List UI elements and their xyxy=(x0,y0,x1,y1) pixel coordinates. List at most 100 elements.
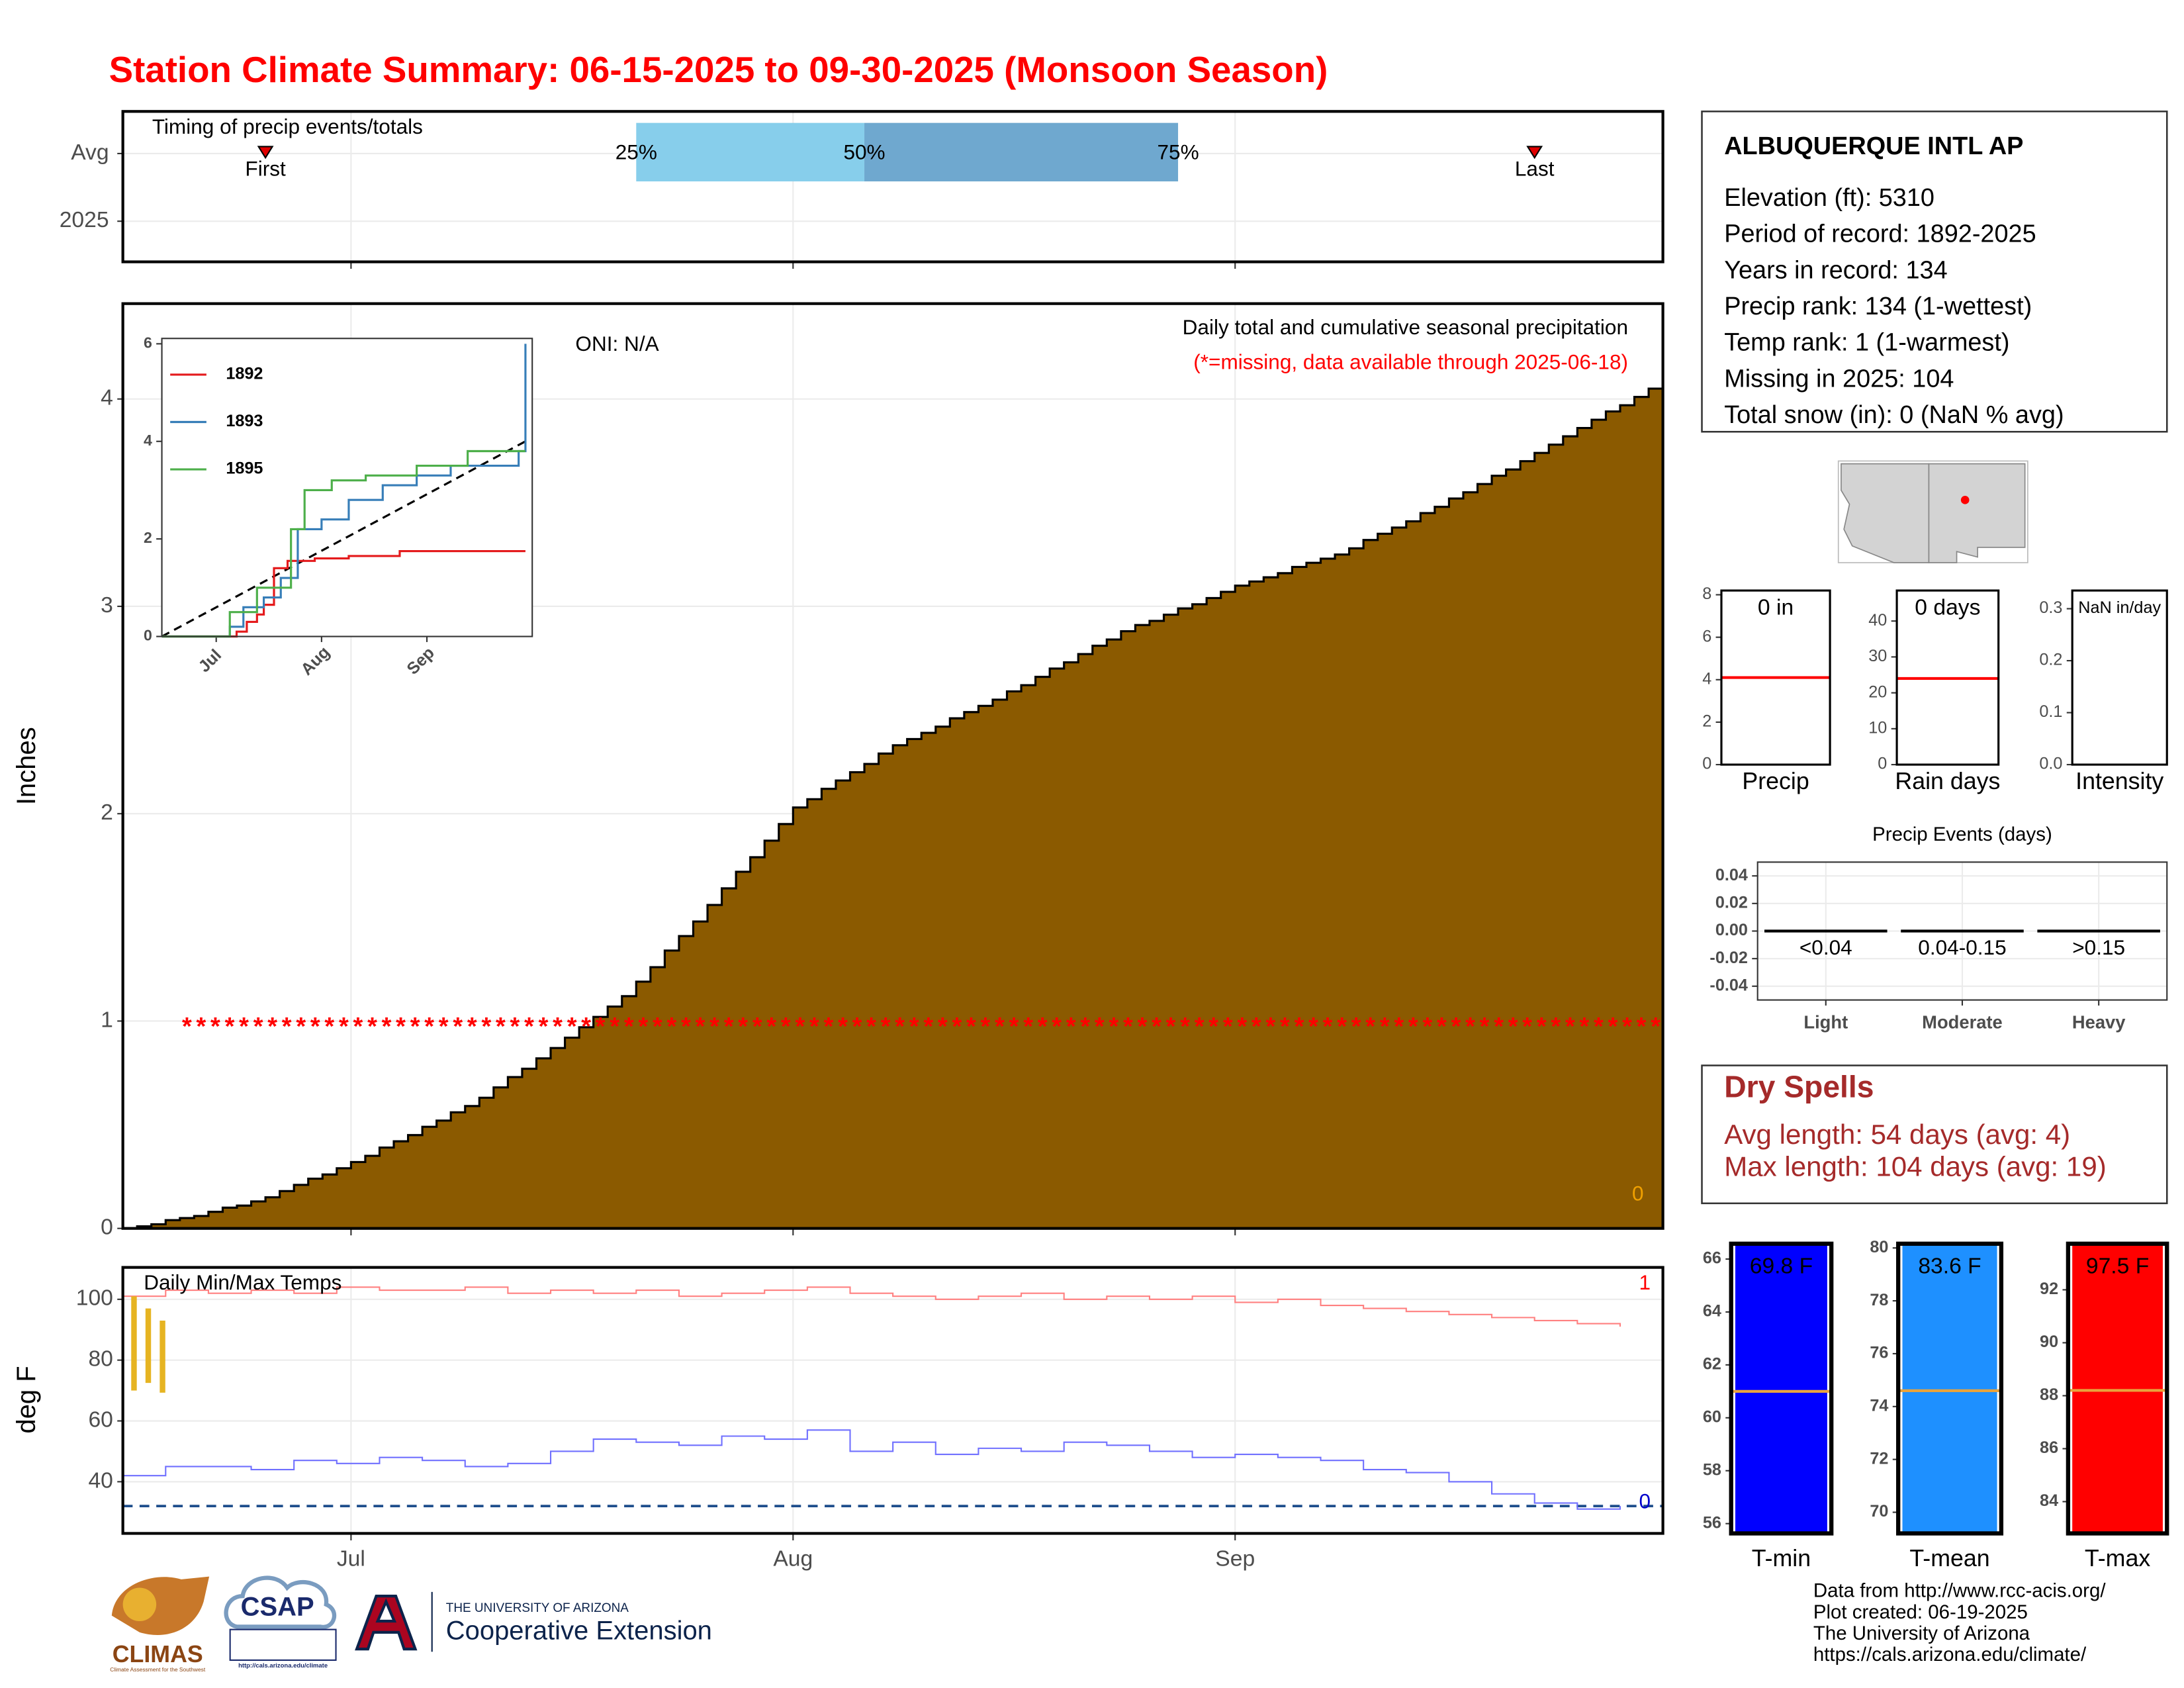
x-tick-label: Light xyxy=(1803,1012,1848,1033)
missing-marker: * xyxy=(1651,1013,1661,1041)
missing-marker: * xyxy=(310,1013,320,1041)
series-line xyxy=(161,449,525,638)
missing-marker: * xyxy=(1365,1013,1375,1041)
climas-text: CLIMAS xyxy=(113,1641,203,1667)
event-marker xyxy=(257,146,274,160)
y-tick-label: 30 xyxy=(1868,647,1887,665)
missing-note: (*=missing, data available through 2025-… xyxy=(1193,350,1628,373)
missing-marker: * xyxy=(895,1013,905,1041)
missing-marker: * xyxy=(410,1013,420,1041)
ua-unit: Cooperative Extension xyxy=(446,1616,712,1645)
station-line: Period of record: 1892-2025 xyxy=(1724,220,2036,248)
y-tick-label: 0.0 xyxy=(2039,755,2062,773)
panel-title: Timing of precip events/totals xyxy=(152,115,423,138)
missing-marker: * xyxy=(1437,1013,1447,1041)
missing-marker: * xyxy=(1180,1013,1190,1041)
min-temp-line xyxy=(122,1429,1621,1510)
missing-marker: * xyxy=(1394,1013,1404,1041)
y-tick-label: 2025 xyxy=(60,208,109,232)
y-tick-label: 80 xyxy=(88,1347,113,1372)
y-axis-label: deg F xyxy=(12,1366,41,1433)
missing-marker: * xyxy=(709,1013,719,1041)
missing-marker: * xyxy=(1351,1013,1361,1041)
missing-marker: * xyxy=(766,1013,776,1041)
category-label: <0.04 xyxy=(1799,935,1852,959)
missing-marker: * xyxy=(838,1013,848,1041)
event-label: First xyxy=(245,157,286,181)
map-station-dot xyxy=(1960,496,1970,504)
y-tick-label: 4 xyxy=(1702,669,1711,688)
y-tick-label: 1 xyxy=(101,1008,113,1032)
y-tick-label: 0 xyxy=(1878,755,1887,773)
y-tick-label: 0.1 xyxy=(2039,702,2062,721)
missing-marker: * xyxy=(1408,1013,1418,1041)
missing-marker: * xyxy=(339,1013,349,1041)
station-line: Total snow (in): 0 (NaN % avg) xyxy=(1724,401,2064,429)
missing-marker: * xyxy=(296,1013,306,1041)
page-title: Station Climate Summary: 06-15-2025 to 0… xyxy=(109,49,1328,90)
value-label: 83.6 F xyxy=(1918,1254,1981,1278)
cumulative-area xyxy=(122,387,1664,1230)
panel-border xyxy=(1756,861,2168,1001)
y-tick-label: 74 xyxy=(1870,1396,1888,1415)
footer-line: https://cals.arizona.edu/climate/ xyxy=(1813,1644,2087,1665)
y-tick-label: 0.2 xyxy=(2039,651,2062,669)
x-tick-label: Aug xyxy=(773,1546,813,1571)
missing-marker: * xyxy=(1023,1013,1033,1041)
station-line: Missing in 2025: 104 xyxy=(1724,365,1954,393)
panel-title: Daily Min/Max Temps xyxy=(144,1270,341,1294)
csap-text: CSAP xyxy=(241,1593,314,1622)
legend-label: 1892 xyxy=(226,365,263,383)
panel-label: T-max xyxy=(2085,1545,2150,1571)
y-tick-label: 4 xyxy=(144,432,152,449)
y-tick-label: -0.04 xyxy=(1709,976,1748,994)
inset-frame xyxy=(161,338,533,637)
missing-marker: * xyxy=(596,1013,606,1041)
missing-marker: * xyxy=(1522,1013,1532,1041)
y-tick-label: 6 xyxy=(1702,627,1711,645)
missing-marker: * xyxy=(453,1013,463,1041)
missing-marker: * xyxy=(1080,1013,1090,1041)
max-count: 1 xyxy=(1639,1270,1651,1294)
y-tick-label: 3 xyxy=(101,593,113,618)
missing-marker: * xyxy=(197,1013,206,1041)
y-tick-label: 70 xyxy=(1870,1502,1888,1521)
missing-marker: * xyxy=(809,1013,819,1041)
max-temp-line xyxy=(122,1286,1621,1327)
x-tick-label: Moderate xyxy=(1922,1012,2003,1033)
legend-label: 1893 xyxy=(226,412,263,430)
corner-label: 0 xyxy=(1632,1182,1644,1205)
inset-border xyxy=(161,338,533,637)
missing-marker: * xyxy=(1323,1013,1333,1041)
missing-marker: * xyxy=(282,1013,292,1041)
panel-label: Rain days xyxy=(1895,768,2000,794)
y-tick-label: 0 xyxy=(1702,755,1711,773)
panel-border xyxy=(1895,589,2000,766)
missing-marker: * xyxy=(1465,1013,1475,1041)
x-tick-label: Sep xyxy=(1215,1546,1255,1571)
x-tick-label: Jul xyxy=(337,1546,365,1571)
missing-marker: * xyxy=(1237,1013,1247,1041)
missing-marker: * xyxy=(1480,1013,1490,1041)
missing-marker: * xyxy=(1038,1013,1048,1041)
missing-marker: * xyxy=(1280,1013,1290,1041)
missing-marker: * xyxy=(1295,1013,1304,1041)
missing-marker: * xyxy=(738,1013,748,1041)
y-tick-label: 2 xyxy=(101,800,113,825)
panel-frame xyxy=(122,1267,1663,1534)
y-axis-label: Inches xyxy=(12,727,41,805)
missing-marker: * xyxy=(923,1013,933,1041)
missing-marker: * xyxy=(724,1013,734,1041)
y-tick-label: Avg xyxy=(71,140,109,165)
temp-bar xyxy=(2072,1243,2163,1534)
missing-marker: * xyxy=(1195,1013,1205,1041)
missing-marker: * xyxy=(182,1013,192,1041)
dry-spells-title: Dry Spells xyxy=(1724,1070,1874,1104)
value-label: 0 days xyxy=(1915,595,1980,620)
legend-label: 1895 xyxy=(226,459,263,478)
panel-label: T-mean xyxy=(1909,1545,1989,1571)
station-line: Precip rank: 134 (1-wettest) xyxy=(1724,293,2032,320)
missing-marker: * xyxy=(367,1013,377,1041)
y-tick-label: 40 xyxy=(1868,611,1887,630)
missing-marker: * xyxy=(824,1013,834,1041)
